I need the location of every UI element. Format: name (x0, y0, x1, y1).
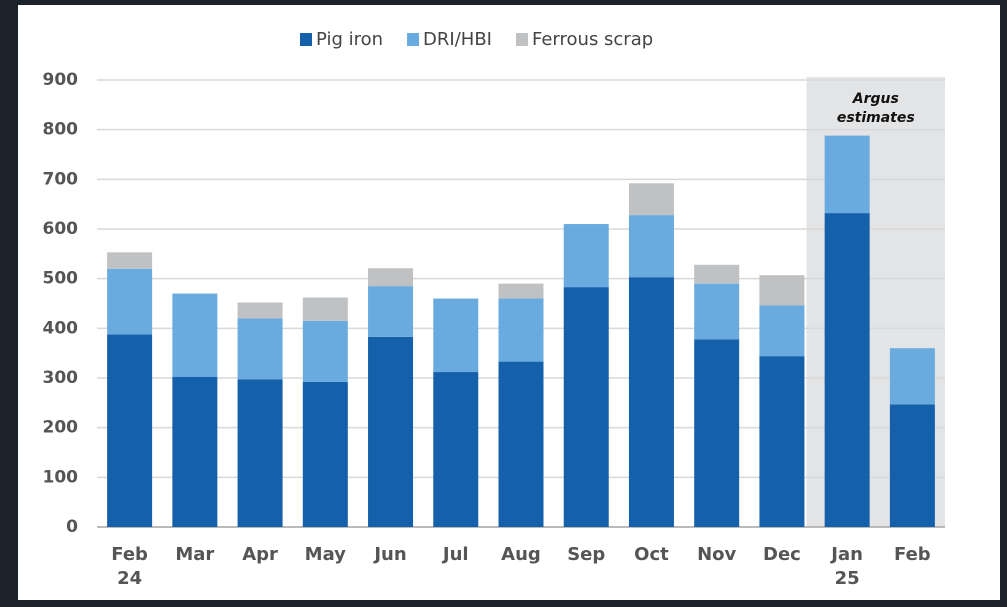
x-tick-label: May (304, 544, 346, 565)
x-tick-label: Jun (374, 544, 407, 565)
estimate-label: estimates (837, 110, 915, 126)
bar-segment (628, 183, 674, 216)
x-tick-label: Mar (175, 544, 215, 565)
bar-segment (694, 283, 740, 340)
y-tick-label: 200 (43, 418, 79, 438)
x-tick-label: Jan 25 (831, 544, 863, 589)
y-tick-label: 400 (43, 318, 79, 338)
bar-segment (694, 264, 740, 284)
bar-segment (368, 336, 414, 527)
bar-segment (368, 286, 414, 337)
bar-segment (824, 135, 870, 214)
y-tick-label: 300 (43, 368, 79, 388)
bar-segment (302, 381, 348, 527)
bar-segment (368, 268, 414, 287)
y-tick-label: 0 (66, 517, 78, 537)
y-tick-label: 900 (43, 70, 79, 90)
legend-label: Pig iron (316, 29, 383, 50)
x-tick-label: Feb (894, 544, 931, 565)
y-tick-label: 700 (43, 169, 79, 189)
y-tick-label: 600 (43, 219, 79, 239)
bar-segment (498, 283, 544, 299)
bar-segment (889, 404, 935, 527)
estimate-label: Argus (852, 91, 899, 107)
bar-segment (628, 215, 674, 278)
legend-swatch (515, 33, 528, 46)
bar-segment (759, 275, 805, 306)
bar-segment (237, 318, 283, 380)
bar-segment (563, 224, 609, 288)
bar-segment (172, 377, 218, 527)
bar-segment (237, 302, 283, 319)
x-tick-label: Dec (763, 544, 801, 565)
bar-segment (759, 305, 805, 357)
bar-segment (759, 356, 805, 527)
bar-segment (498, 298, 544, 362)
x-tick-label: Jul (442, 544, 469, 565)
bar-segment (302, 297, 348, 321)
legend-swatch (300, 33, 312, 46)
y-tick-label: 500 (43, 269, 79, 289)
legend-swatch (407, 33, 420, 46)
bar-segment (628, 277, 674, 527)
bar-segment (433, 298, 479, 373)
y-tick-label: 800 (43, 120, 79, 140)
bar-segment (237, 379, 283, 527)
x-tick-label: Nov (697, 544, 737, 565)
legend-label: Ferrous scrap (532, 29, 653, 50)
bar-segment (302, 320, 348, 382)
y-tick-label: 100 (43, 467, 79, 487)
bar-segment (107, 334, 153, 527)
bar-segment (694, 339, 740, 527)
x-tick-label: Oct (634, 544, 669, 565)
bar-segment (563, 287, 609, 527)
bar-segment (498, 361, 544, 527)
legend-label: DRI/HBI (423, 29, 492, 50)
bar-segment (433, 372, 479, 527)
bar-segment (172, 293, 218, 378)
bar-segment (889, 348, 935, 405)
bar-segment (824, 213, 870, 527)
x-tick-label: Feb 24 (111, 544, 148, 589)
bar-segment (107, 252, 153, 269)
x-tick-label: Sep (567, 544, 606, 565)
x-tick-label: Aug (501, 544, 541, 565)
x-tick-label: Apr (242, 544, 278, 565)
bar-segment (107, 268, 153, 335)
